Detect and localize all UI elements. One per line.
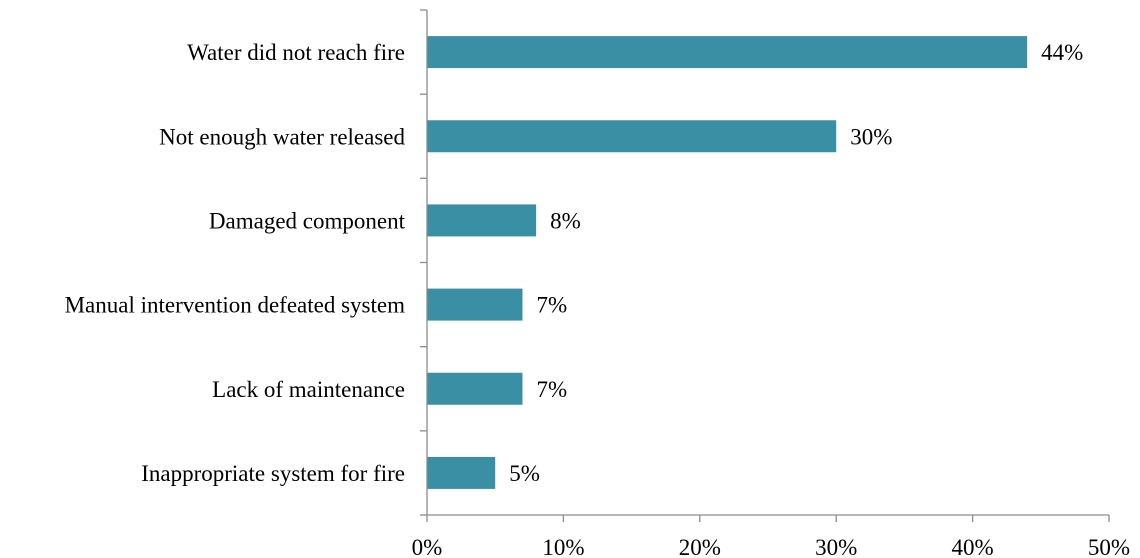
value-label-2: 8%	[550, 208, 581, 233]
axes-group	[420, 9, 1110, 522]
value-label-3: 7%	[536, 293, 567, 318]
category-label-1: Not enough water released	[159, 124, 405, 149]
bar-4	[427, 372, 523, 405]
category-label-4: Lack of maintenance	[212, 377, 405, 402]
value-label-5: 5%	[509, 461, 540, 486]
x-tick-label-0: 0%	[412, 535, 443, 558]
x-tick-label-1: 10%	[542, 535, 584, 558]
x-tick-label-5: 50%	[1088, 535, 1130, 558]
category-label-3: Manual intervention defeated system	[65, 293, 406, 318]
x-tick-label-2: 20%	[679, 535, 721, 558]
x-tick-label-4: 40%	[952, 535, 994, 558]
bar-2	[427, 204, 537, 237]
value-label-4: 7%	[536, 377, 567, 402]
bar-0	[427, 36, 1028, 69]
category-label-0: Water did not reach fire	[187, 40, 405, 65]
bars-group	[427, 36, 1028, 489]
bar-3	[427, 288, 523, 321]
x-tick-label-3: 30%	[815, 535, 857, 558]
category-label-5: Inappropriate system for fire	[141, 461, 405, 486]
category-label-2: Damaged component	[209, 208, 406, 233]
labels-group: Water did not reach fire 44% Not enough wa…	[65, 40, 1131, 558]
bar-5	[427, 456, 496, 489]
bar-1	[427, 120, 837, 153]
value-label-0: 44%	[1041, 40, 1083, 65]
value-label-1: 30%	[850, 124, 892, 149]
